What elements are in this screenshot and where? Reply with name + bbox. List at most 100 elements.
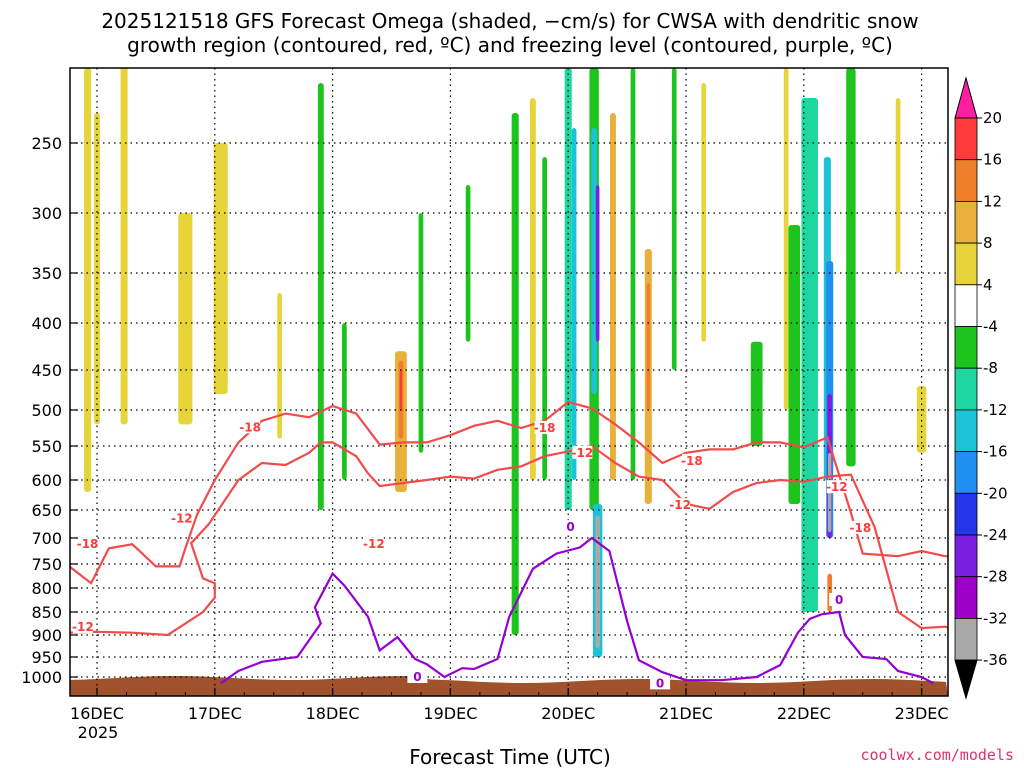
contour-lines	[70, 400, 948, 685]
y-tick-label-600: 600	[31, 471, 62, 490]
contour-label-11: 0	[566, 520, 574, 534]
ground-fill	[70, 676, 948, 696]
contour-label-4: -12	[363, 537, 385, 551]
colorbar-swatch-1	[954, 117, 978, 161]
colorbar-swatch-2	[954, 159, 978, 202]
omega-patch-6	[317, 83, 324, 510]
contour-label-bg-0	[77, 537, 98, 551]
omega-patch-20	[595, 185, 600, 342]
y-tick-label-750: 750	[31, 555, 62, 574]
y-tick-label-850: 850	[31, 603, 62, 622]
y-tick-label-700: 700	[31, 529, 62, 548]
colorbar-label--8: -8	[983, 359, 998, 377]
y-tick-label-650: 650	[31, 501, 62, 520]
omega-patch-7	[342, 323, 347, 480]
contour-labels: -18 -12 -12 -18 -12 -18 -12 -18 -12 -12 -18 0 0 0 0	[72, 420, 871, 690]
contour-label-bg-12	[407, 670, 428, 683]
colorbar-swatch-13	[954, 618, 978, 661]
y-tick-label-300: 300	[31, 204, 62, 223]
contour-label-bg-3	[240, 420, 261, 434]
colorbar-swatch-5	[954, 284, 978, 327]
y-tick-label-400: 400	[31, 314, 62, 333]
colorbar-label--32: -32	[983, 609, 1008, 627]
omega-patch-11	[418, 213, 424, 453]
x-axis-year-label: 2025	[78, 723, 119, 742]
omega-patch-30	[783, 68, 789, 410]
contour-label-14: 0	[835, 593, 843, 607]
omega-patch-19	[591, 128, 598, 394]
colorbar-label--12: -12	[983, 401, 1008, 419]
contour-label-2: -12	[171, 511, 193, 525]
omega-patch-37	[827, 573, 833, 612]
omega-patch-14	[529, 98, 536, 480]
contour-label-7: -18	[681, 454, 703, 468]
colorbar: 20 16 12 8 4 -4 -8 -12 -16 -20 -24 -28 -32 -36	[954, 76, 1008, 700]
omega-patch-3	[178, 213, 193, 425]
omega-patch-38	[846, 68, 856, 467]
contour-label-12: 0	[413, 670, 421, 684]
contour-label-bg-1	[72, 620, 93, 634]
omega-patch-26	[646, 283, 651, 410]
colorbar-swatch-4	[954, 242, 978, 286]
colorbar-label-4: 4	[983, 276, 993, 294]
colorbar-swatch-9	[954, 451, 978, 494]
colorbar-swatch-10	[954, 492, 978, 536]
colorbar-label-20: 20	[983, 109, 1002, 127]
colorbar-label-8: 8	[983, 234, 993, 252]
omega-patch-2	[120, 68, 128, 425]
omega-patch-1	[94, 113, 100, 425]
freezing-level-contour	[220, 536, 934, 685]
omega-patch-15	[542, 157, 547, 480]
contour-label-bg-5	[534, 421, 555, 434]
x-tick-label-23DEC: 23DEC	[895, 704, 949, 723]
contour-label-bg-11	[560, 519, 581, 533]
dgz-contour-minus18	[70, 400, 948, 585]
x-tick-label-20DEC: 20DEC	[541, 704, 595, 723]
contour-label-bg-8	[670, 498, 691, 512]
omega-patch-40	[916, 386, 927, 453]
omega-patch-5	[277, 293, 282, 439]
y-tick-label-250: 250	[31, 134, 62, 153]
colorbar-swatch-7	[954, 367, 978, 411]
x-axis-label: Forecast Time (UTC)	[409, 745, 611, 768]
omega-patch-31	[788, 225, 801, 504]
y-tick-label-900: 900	[31, 626, 62, 645]
colorbar-label--4: -4	[983, 318, 998, 336]
grid-lines	[70, 68, 948, 696]
omega-patch-39	[895, 98, 901, 273]
y-tick-label-1000: 1000	[21, 668, 62, 687]
contour-label-bg-7	[681, 453, 702, 467]
x-axis: 16DEC 17DEC 18DEC 19DEC 20DEC 21DEC 22DEC 23DEC	[70, 688, 949, 723]
contour-label-bg-4	[363, 537, 384, 551]
contour-label-1: -12	[72, 620, 94, 634]
x-tick-label-19DEC: 19DEC	[423, 704, 477, 723]
contour-label-8: -12	[669, 498, 691, 512]
omega-patch-29	[750, 341, 763, 446]
colorbar-label-16: 16	[983, 151, 1002, 169]
chart-title-line1: 2025121518 GFS Forecast Omega (shaded, −…	[101, 9, 918, 33]
colorbar-swatch-12	[954, 576, 978, 619]
colorbar-swatch-3	[954, 200, 978, 244]
contour-label-10: -18	[850, 521, 872, 535]
omega-patch-17	[571, 128, 577, 480]
colorbar-label--24: -24	[983, 526, 1008, 544]
colorbar-bottom-arrow	[954, 659, 978, 700]
colorbar-label--28: -28	[983, 568, 1008, 586]
omega-shading	[84, 68, 927, 657]
colorbar-swatch-6	[954, 326, 978, 369]
y-tick-label-350: 350	[31, 264, 62, 283]
omega-patch-22	[595, 515, 601, 649]
y-tick-label-550: 550	[31, 437, 62, 456]
source-credit: coolwx.com/models	[860, 746, 1014, 764]
colorbar-label--20: -20	[983, 484, 1008, 502]
omega-patch-0	[84, 68, 92, 492]
contour-label-3: -18	[239, 420, 261, 434]
contour-label-bg-10	[850, 520, 871, 534]
contour-label-9: -12	[826, 480, 848, 494]
omega-patch-23	[610, 113, 616, 480]
contour-label-bg-13	[650, 676, 671, 690]
contour-label-0: -18	[77, 537, 99, 551]
omega-patch-4	[213, 143, 228, 394]
omega-patch-27	[671, 68, 677, 370]
contour-label-13: 0	[656, 676, 664, 690]
